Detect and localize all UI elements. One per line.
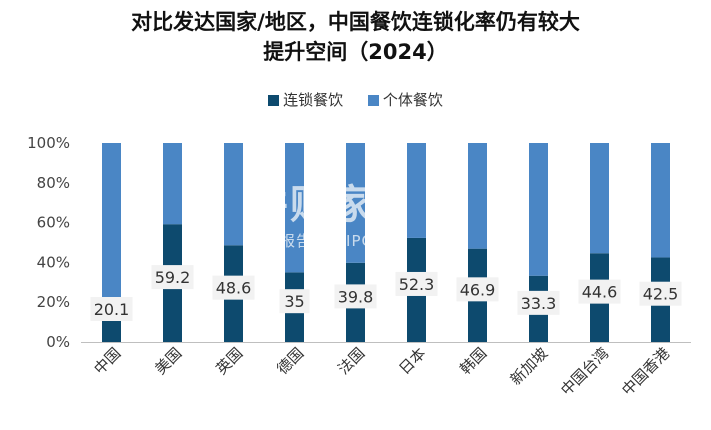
- y-tick-label: 60%: [37, 214, 70, 232]
- x-tick-label: 法国: [334, 344, 368, 378]
- x-tick-label: 美国: [151, 344, 185, 378]
- data-label-box: [279, 289, 310, 314]
- data-label-box: [456, 277, 499, 302]
- bar-independent: [590, 143, 609, 254]
- bar-independent: [102, 143, 121, 303]
- y-tick-label: 80%: [37, 174, 70, 192]
- data-label-box: [151, 265, 194, 290]
- x-tick-label: 德国: [273, 344, 307, 378]
- x-tick-label: 英国: [212, 344, 246, 378]
- data-label: 33.3: [521, 294, 557, 313]
- y-tick-label: 0%: [46, 333, 70, 351]
- legend: 连锁餐饮 个体餐饮: [0, 89, 711, 110]
- bar-independent: [224, 143, 243, 246]
- bar-independent: [163, 143, 182, 225]
- x-tick-label: 韩国: [456, 344, 490, 378]
- data-label: 44.6: [582, 283, 618, 302]
- y-tick-label: 100%: [27, 134, 70, 152]
- data-label: 52.3: [399, 275, 435, 294]
- data-label-box: [639, 281, 682, 306]
- bar-independent: [346, 143, 365, 263]
- x-tick-label: 新加坡: [507, 344, 552, 389]
- data-label: 20.1: [94, 300, 130, 319]
- legend-item-chain: 连锁餐饮: [268, 89, 343, 110]
- chart-title-line-2: 提升空间（2024）: [263, 40, 448, 64]
- chart-title-line-1: 对比发达国家/地区，中国餐饮连锁化率仍有较大: [131, 10, 580, 34]
- data-label-box: [578, 279, 621, 304]
- bar-independent: [407, 143, 426, 238]
- y-tick-label: 20%: [37, 293, 70, 311]
- data-label-box: [517, 290, 560, 315]
- bar-independent: [468, 143, 487, 249]
- data-label: 42.5: [643, 285, 679, 304]
- data-label: 35: [284, 292, 304, 311]
- data-label-box: [395, 271, 438, 296]
- data-label: 39.8: [338, 287, 374, 306]
- data-label: 46.9: [460, 280, 496, 299]
- legend-swatch-chain: [268, 95, 280, 106]
- legend-label-chain: 连锁餐饮: [283, 91, 344, 109]
- data-label-box: [90, 297, 133, 321]
- bar-independent: [651, 143, 670, 258]
- x-tick-label: 中国香港: [618, 344, 673, 399]
- x-tick-label: 日本: [395, 344, 429, 378]
- x-tick-label: 中国台湾: [557, 344, 612, 399]
- x-tick-label: 中国: [90, 344, 124, 378]
- y-tick-label: 40%: [37, 253, 70, 271]
- bar-independent: [285, 143, 304, 273]
- data-label: 59.2: [155, 268, 191, 287]
- legend-item-independent: 个体餐饮: [367, 89, 443, 110]
- data-label: 48.6: [216, 279, 252, 298]
- legend-label-independent: 个体餐饮: [382, 91, 443, 109]
- data-label-box: [334, 284, 377, 309]
- legend-swatch-independent: [367, 95, 379, 106]
- data-label-box: [212, 275, 255, 300]
- bar-independent: [529, 143, 548, 276]
